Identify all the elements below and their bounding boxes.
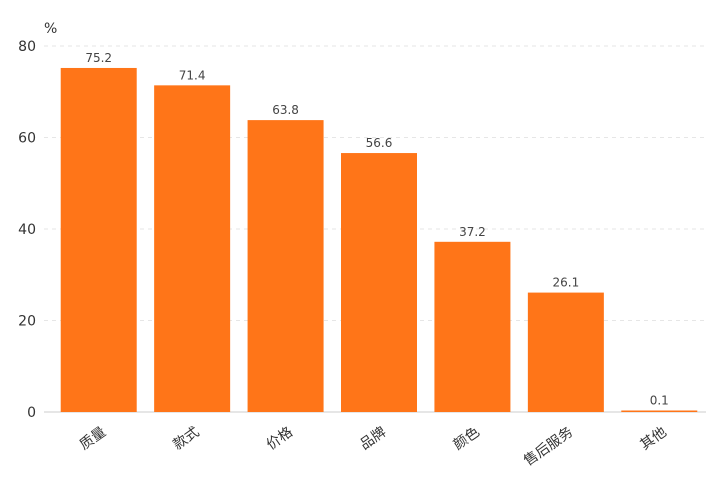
- y-tick-label: 0: [27, 405, 36, 421]
- data-label: 56.6: [366, 136, 393, 150]
- y-tick-label: 80: [18, 39, 36, 55]
- bar: [247, 120, 324, 413]
- y-tick-label: 40: [18, 222, 36, 238]
- bar: [434, 241, 511, 412]
- x-tick-label: 价格: [264, 424, 296, 453]
- x-tick-label: 款式: [170, 424, 202, 453]
- x-tick-label: 售后服务: [521, 424, 576, 469]
- data-label: 37.2: [459, 225, 486, 239]
- x-axis-categories: 质量 款式 价格 品牌 颜色 售后服务 其他: [77, 423, 670, 469]
- y-tick-label: 60: [18, 131, 36, 147]
- y-axis-ticks: 0 20 40 60 80: [18, 39, 36, 421]
- data-labels: 75.2 71.4 63.8 56.6 37.2 26.1 0.1: [85, 51, 668, 408]
- bar: [154, 85, 231, 412]
- data-label: 26.1: [552, 276, 579, 290]
- y-axis-unit-label: %: [44, 21, 57, 37]
- bar: [60, 67, 137, 413]
- data-label: 63.8: [272, 103, 299, 117]
- data-label: 0.1: [650, 394, 669, 408]
- data-label: 75.2: [85, 51, 112, 65]
- x-tick-label: 品牌: [357, 423, 390, 453]
- bar: [527, 292, 604, 412]
- y-tick-label: 20: [18, 314, 36, 330]
- x-tick-label: 其他: [637, 424, 669, 453]
- x-tick-label: 质量: [77, 424, 109, 453]
- bar: [341, 153, 417, 412]
- data-label: 71.4: [179, 68, 206, 82]
- bars: [60, 67, 698, 413]
- bar: [621, 410, 698, 412]
- x-tick-label: 颜色: [450, 423, 483, 453]
